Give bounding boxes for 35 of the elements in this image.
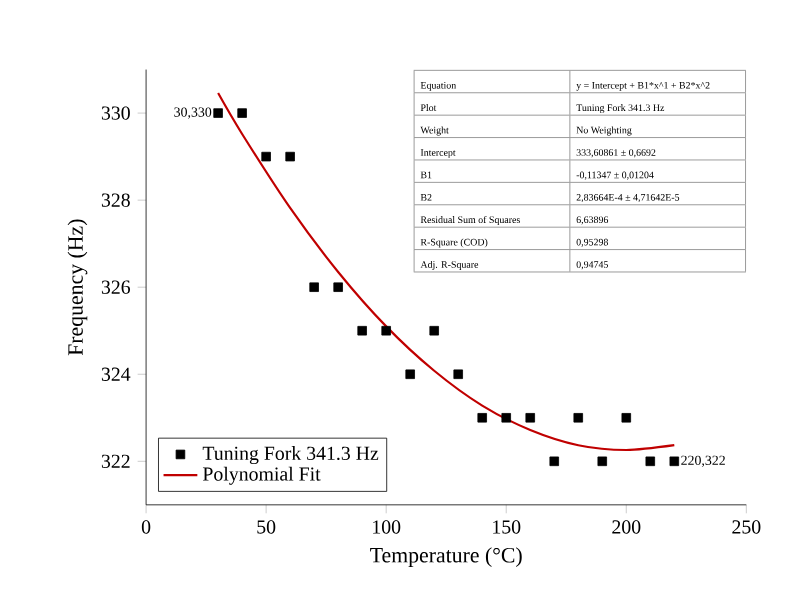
- point: [477, 412, 487, 423]
- point: [549, 456, 559, 466]
- point: [597, 456, 608, 466]
- point: [669, 456, 680, 466]
- point: [573, 412, 584, 423]
- point: [285, 151, 295, 162]
- point: [357, 325, 367, 336]
- y-tick-label: 322: [101, 454, 130, 468]
- point: [309, 282, 319, 292]
- point: [381, 325, 391, 336]
- point: [525, 412, 535, 423]
- x-tick-label: 50: [257, 520, 276, 534]
- x-tick-label: 0: [141, 520, 151, 534]
- point: [501, 412, 511, 423]
- x-tick-label: 150: [493, 520, 521, 534]
- x-axis-title: Temperature (°C): [370, 547, 522, 567]
- point: [237, 108, 247, 118]
- x-tick-label: 250: [732, 520, 761, 534]
- point: [453, 369, 463, 379]
- point: [621, 412, 632, 423]
- y-tick-label: 326: [101, 280, 131, 294]
- point: [213, 108, 223, 118]
- point: [333, 282, 343, 292]
- x-tick-label: 200: [612, 520, 641, 534]
- point: [429, 325, 439, 336]
- legend-label: Tuning Fork 341.3 Hz: [202, 445, 379, 465]
- point: [645, 456, 656, 466]
- point: [261, 151, 271, 162]
- x-tick-label: 100: [373, 520, 401, 534]
- y-tick-label: 330: [101, 106, 130, 120]
- point: [405, 369, 415, 379]
- y-tick-label: 328: [101, 193, 130, 207]
- legend-label: Polynomial Fit: [202, 466, 321, 485]
- y-tick-label: 324: [101, 367, 131, 381]
- y-axis-title: Frequency (Hz): [67, 219, 88, 356]
